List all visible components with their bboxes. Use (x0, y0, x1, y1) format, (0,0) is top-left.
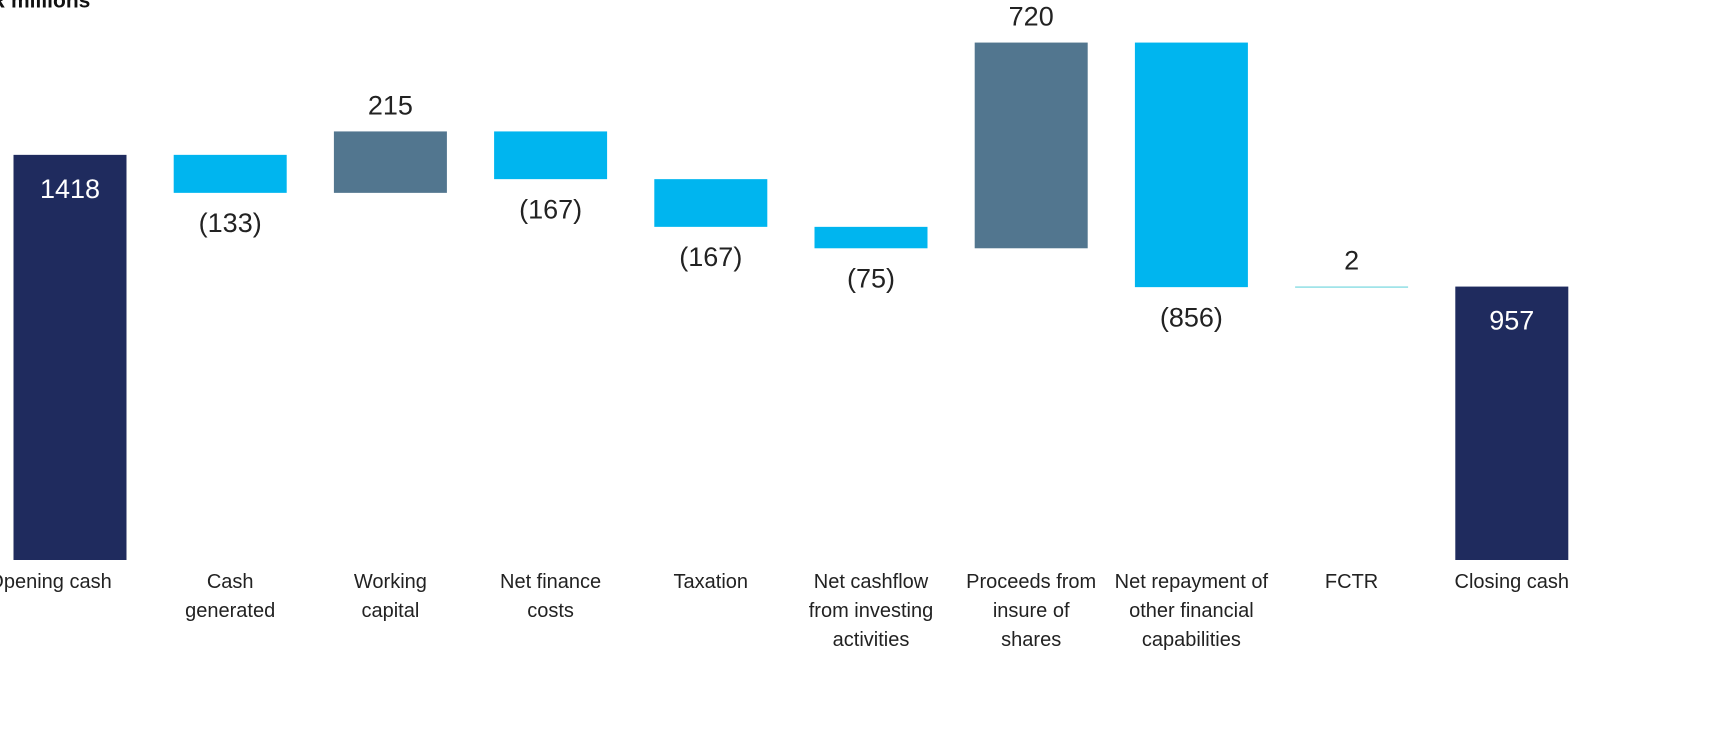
bar (1455, 286, 1569, 560)
x-tick-label: Closing cash (1454, 571, 1570, 593)
x-tick-label: Proceeds from insure of shares (966, 571, 1097, 651)
value-label: 1418 (40, 174, 100, 204)
x-tick-label: Net repayment of other financial capabil… (1114, 571, 1269, 651)
bar (13, 154, 127, 560)
bar (814, 226, 928, 249)
value-label: 720 (1009, 2, 1054, 32)
value-label: (75) (847, 263, 895, 293)
bar (333, 131, 447, 193)
value-label: (167) (679, 242, 742, 272)
x-tick-label: Net finance costs (500, 571, 602, 622)
bar (1134, 42, 1248, 288)
x-tick-label: Cash generated (185, 571, 276, 622)
bar (173, 154, 287, 193)
x-tick-label: FCTR (1324, 571, 1379, 593)
bar (654, 179, 768, 227)
value-label: (167) (519, 194, 582, 224)
bar (1295, 286, 1409, 288)
value-label: 215 (368, 91, 413, 121)
bar (974, 42, 1088, 249)
x-tick-label: Taxation (673, 571, 749, 593)
x-tick-label: Net cashflow from investing activities (808, 571, 934, 651)
value-label: (856) (1160, 302, 1223, 332)
x-tick-label: Working capital (353, 571, 427, 622)
value-label: (133) (199, 208, 262, 238)
value-label: 957 (1489, 306, 1534, 336)
bar (494, 131, 608, 180)
x-tick-label: Opening cash (0, 571, 112, 593)
chart-title: R millions (0, 0, 90, 13)
value-label: 2 (1344, 246, 1359, 276)
